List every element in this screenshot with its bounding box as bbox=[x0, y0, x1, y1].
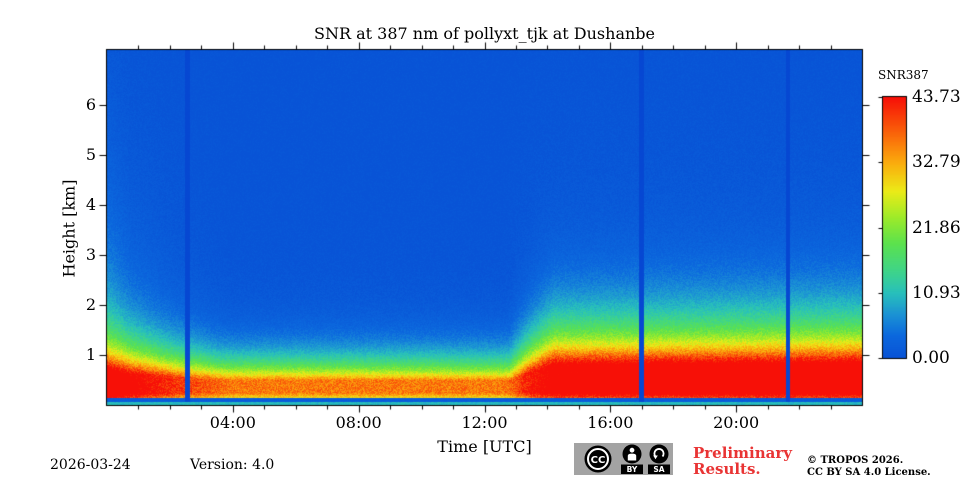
colorbar-tick-label: 21.86 bbox=[912, 217, 960, 238]
preliminary-results-text: Preliminary bbox=[693, 444, 792, 462]
cc-by-sa-license-badge: CC BY SA bbox=[574, 443, 673, 475]
license-text: CC BY SA 4.0 License. bbox=[807, 467, 931, 478]
y-tick-label: 3 bbox=[85, 245, 96, 264]
chart-title: SNR at 387 nm of pollyxt_tjk at Dushanbe bbox=[313, 24, 655, 43]
colorbar-tick-label: 10.93 bbox=[912, 282, 960, 303]
x-tick-label: 12:00 bbox=[461, 413, 508, 432]
y-tick-label: 2 bbox=[85, 295, 96, 314]
svg-text:SA: SA bbox=[653, 465, 664, 474]
x-axis-label: Time [UTC] bbox=[437, 437, 532, 456]
svg-text:BY: BY bbox=[627, 465, 638, 474]
colorbar-tick-label: 32.79 bbox=[912, 152, 960, 173]
y-axis-label: Height [km] bbox=[59, 179, 79, 278]
sa-share-alike-icon bbox=[649, 444, 669, 464]
sa-label: SA bbox=[648, 464, 670, 474]
y-tick-label: 5 bbox=[85, 145, 96, 164]
measurement-date: 2026-03-24 bbox=[50, 457, 131, 473]
y-tick-label: 1 bbox=[85, 345, 96, 364]
x-tick-label: 16:00 bbox=[587, 413, 634, 432]
svg-text:CC: CC bbox=[591, 455, 606, 466]
colorbar-title: SNR387 bbox=[878, 68, 929, 82]
cc-logo-icon: CC bbox=[584, 445, 612, 473]
by-person-icon bbox=[622, 444, 642, 464]
colorbar-tick-label: 0.00 bbox=[912, 348, 950, 368]
version-label: Version: 4.0 bbox=[190, 457, 275, 473]
y-tick-label: 6 bbox=[85, 95, 96, 114]
y-tick-label: 4 bbox=[85, 195, 96, 214]
x-tick-label: 20:00 bbox=[713, 413, 760, 432]
x-tick-label: 08:00 bbox=[335, 413, 382, 432]
preliminary-results-text-line2: Results. bbox=[693, 460, 761, 478]
x-tick-label: 04:00 bbox=[209, 413, 256, 432]
colorbar-tick-label: 43.73 bbox=[912, 87, 960, 107]
by-label: BY bbox=[621, 464, 643, 474]
copyright-text: © TROPOS 2026. bbox=[807, 455, 904, 466]
